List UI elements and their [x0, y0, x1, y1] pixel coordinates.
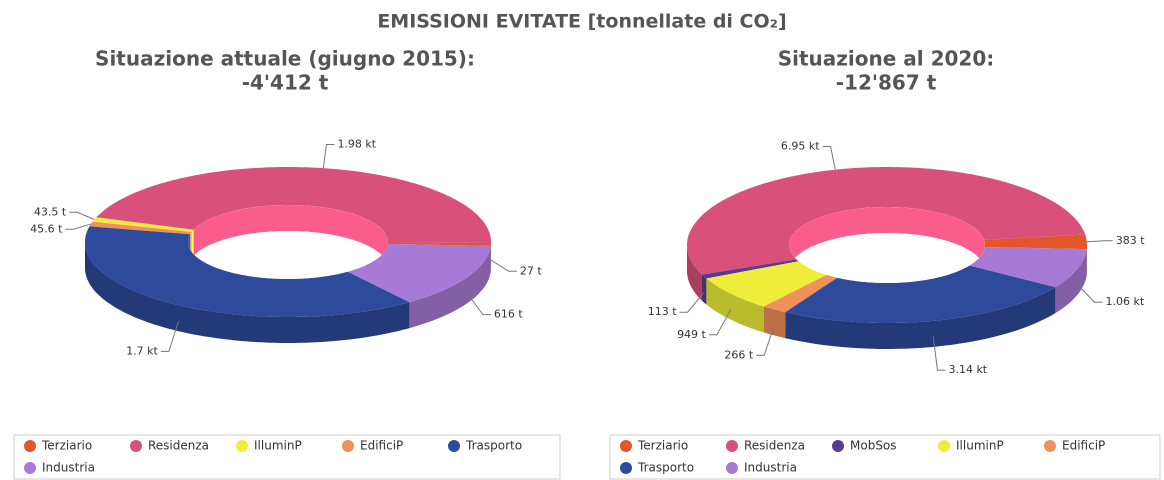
chart-subtitle: -4'412 t — [242, 71, 329, 95]
chart-title: Situazione al 2020: — [778, 47, 995, 71]
leader-line — [1086, 240, 1113, 243]
legend-icon — [726, 440, 738, 452]
slice-side — [785, 287, 1056, 349]
leader-line — [160, 320, 180, 352]
legend-icon — [448, 440, 460, 452]
inner-wall — [191, 229, 194, 258]
slice — [687, 167, 1086, 275]
data-label: 383 t — [1116, 234, 1145, 247]
leader-line — [708, 309, 732, 336]
legend-label: Terziario — [637, 439, 688, 453]
legend-label: Residenza — [744, 439, 805, 453]
leader-line — [932, 336, 946, 371]
slice — [347, 243, 491, 303]
data-label: 113 t — [648, 305, 677, 318]
leader-line — [69, 211, 95, 220]
hole-floor — [789, 233, 985, 283]
slice — [92, 217, 194, 232]
data-label: 3.14 kt — [948, 363, 987, 376]
slice — [701, 259, 799, 279]
legend-icon — [620, 440, 632, 452]
leader-line — [466, 292, 491, 316]
legend-label: Terziario — [41, 439, 92, 453]
legend-label: Industria — [744, 461, 797, 475]
slice-side — [1055, 249, 1087, 314]
legend-icon — [24, 440, 36, 452]
data-label: 43.5 t — [34, 205, 67, 218]
legend-label: Trasporto — [465, 439, 522, 453]
legend-icon — [620, 462, 632, 474]
legend-label: IlluminP — [254, 439, 302, 453]
data-label: 1.98 kt — [337, 138, 376, 151]
slice — [387, 242, 491, 246]
inner-wall — [789, 207, 985, 271]
leader-line — [490, 259, 517, 272]
slice — [969, 247, 1087, 288]
slice — [785, 265, 1056, 323]
legend-box — [609, 434, 1161, 480]
legend-label: EdificiP — [360, 439, 403, 453]
data-label: 616 t — [494, 308, 523, 321]
slice-side — [687, 245, 702, 301]
hole-floor — [188, 231, 388, 279]
slice — [89, 221, 192, 235]
data-label: 1.06 kt — [1106, 295, 1145, 308]
slice-side — [85, 242, 410, 343]
legend-box — [13, 434, 561, 480]
leader-line — [322, 144, 335, 169]
slice-side — [706, 278, 764, 333]
slice-side — [763, 306, 786, 339]
data-label: 45.6 t — [30, 222, 63, 235]
slice-side — [701, 274, 707, 305]
legend-icon — [832, 440, 844, 452]
slice — [706, 261, 827, 307]
data-label: 266 t — [724, 348, 753, 361]
chart-title: Situazione attuale (giugno 2015): — [95, 47, 475, 71]
legend-label: Industria — [42, 461, 95, 475]
legend-label: Trasporto — [637, 461, 694, 475]
chart-subtitle: -12'867 t — [836, 71, 937, 95]
leader-line — [756, 324, 775, 356]
legend-icon — [1044, 440, 1056, 452]
slice-side — [409, 245, 491, 329]
legend-icon — [938, 440, 950, 452]
data-label: 6.95 kt — [781, 139, 820, 152]
leader-line — [822, 145, 836, 170]
leader-line — [1077, 284, 1103, 303]
legend-icon — [342, 440, 354, 452]
leader-line — [65, 223, 92, 230]
data-label: 27 t — [520, 264, 542, 277]
legend-label: EdificiP — [1062, 439, 1105, 453]
data-label: 949 t — [677, 328, 706, 341]
slice — [984, 234, 1087, 250]
legend-icon — [726, 462, 738, 474]
slice — [96, 167, 492, 243]
page-title: EMISSIONI EVITATE [tonnellate di CO₂] — [377, 11, 786, 33]
slice — [763, 274, 838, 313]
legend-icon — [130, 440, 142, 452]
slice — [85, 226, 410, 317]
inner-wall — [193, 205, 388, 268]
legend-icon — [236, 440, 248, 452]
leader-line — [679, 291, 705, 313]
legend-label: MobSos — [850, 439, 897, 453]
legend-label: Residenza — [148, 439, 209, 453]
legend-icon — [24, 462, 36, 474]
legend-label: IlluminP — [956, 439, 1004, 453]
data-label: 1.7 kt — [126, 344, 158, 357]
